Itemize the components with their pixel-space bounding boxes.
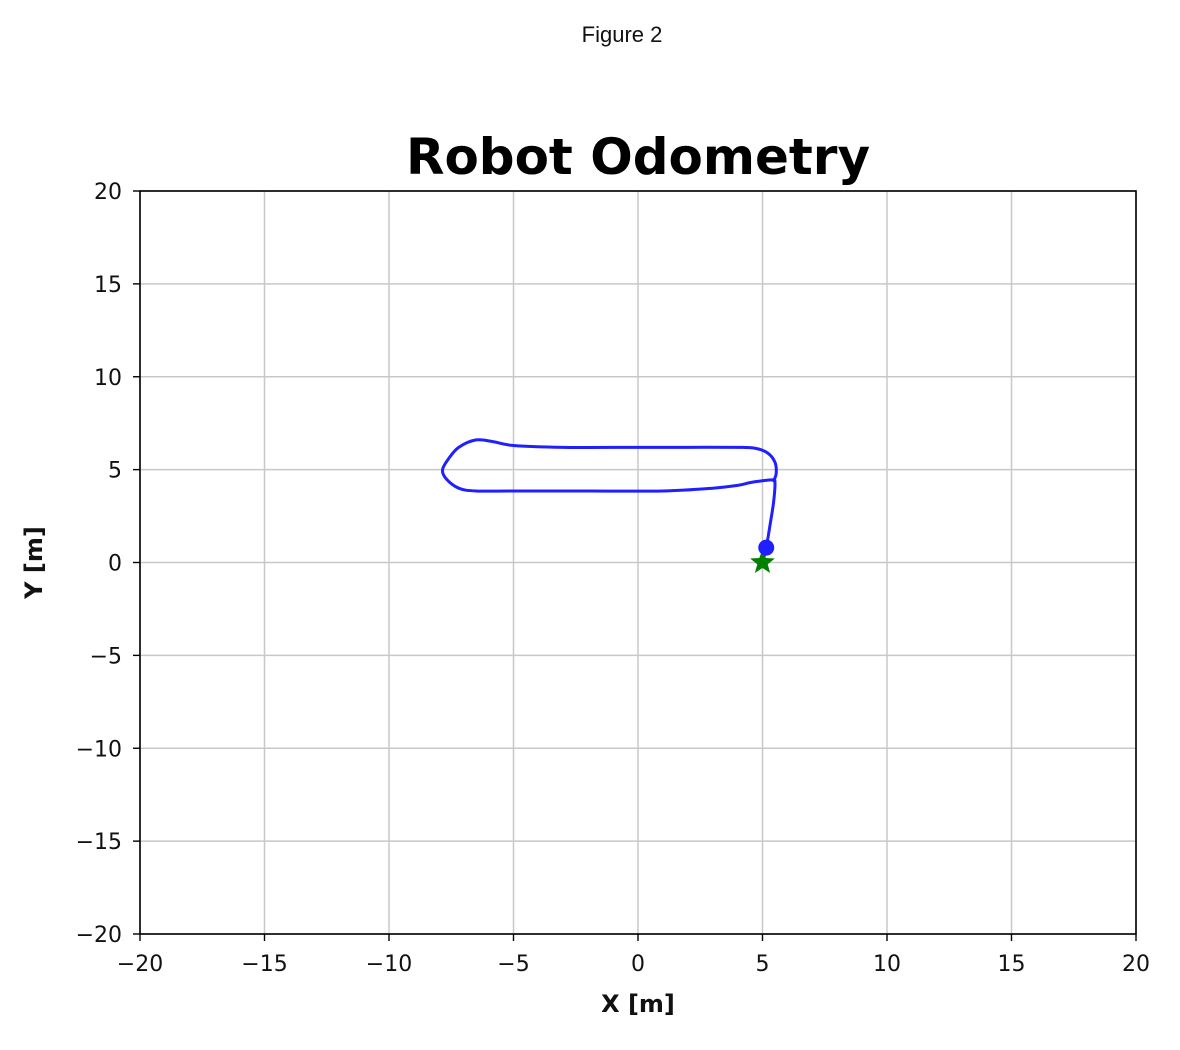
x-tick-label: −10	[366, 952, 412, 977]
x-tick-label: 20	[1122, 952, 1150, 977]
y-tick-label: −15	[76, 830, 122, 855]
y-tick-label: −20	[76, 923, 122, 948]
x-tick-label: −15	[241, 952, 287, 977]
ticks: −20 −15 −10 −5 0 5 10 15 20 −20 −15 −10 −5 0 5 10 15 20	[76, 180, 1150, 977]
x-tick-label: 15	[998, 952, 1026, 977]
figure-window-title: Figure 2	[581, 22, 663, 47]
grid	[139, 190, 1137, 935]
x-axis-label: X [m]	[601, 990, 675, 1018]
x-tick-label: −5	[497, 952, 529, 977]
trajectory-line	[440, 438, 778, 564]
marker-layer	[750, 539, 775, 574]
y-tick-label: 0	[108, 552, 122, 577]
chart-title: Robot Odometry	[406, 128, 870, 186]
y-tick-label: 15	[94, 273, 122, 298]
y-axis-label: Y [m]	[20, 526, 48, 600]
x-tick-label: 0	[631, 952, 645, 977]
y-tick-label: −5	[90, 644, 122, 669]
x-tick-label: 10	[873, 952, 901, 977]
y-tick-label: −10	[76, 737, 122, 762]
x-tick-label: 5	[756, 952, 770, 977]
y-tick-label: 20	[94, 180, 122, 205]
y-tick-label: 5	[108, 459, 122, 484]
start-star-marker	[750, 549, 775, 574]
x-tick-label: −20	[117, 952, 163, 977]
y-tick-label: 10	[94, 366, 122, 391]
current-position-marker	[758, 539, 775, 556]
series-layer	[440, 438, 778, 564]
